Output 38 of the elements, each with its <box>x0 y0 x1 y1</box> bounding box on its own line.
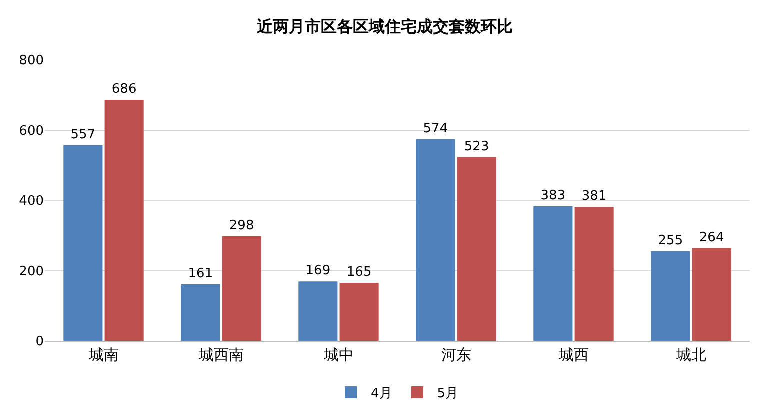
data-label: 686 <box>112 82 137 98</box>
data-label: 381 <box>582 189 607 204</box>
bar <box>222 236 262 341</box>
bar <box>104 100 144 341</box>
x-tick-label: 城北 <box>675 346 706 364</box>
y-tick-label: 200 <box>19 264 44 280</box>
x-tick-label: 河东 <box>441 346 472 364</box>
y-tick-label: 600 <box>19 124 44 139</box>
data-label: 574 <box>423 121 448 136</box>
bar <box>181 284 220 341</box>
data-label: 523 <box>464 139 490 154</box>
bar <box>692 248 732 341</box>
x-tick-label: 城西 <box>558 346 589 364</box>
data-label: 383 <box>540 188 566 204</box>
bar <box>651 251 690 341</box>
y-tick-label: 0 <box>36 334 44 350</box>
bar <box>340 283 379 341</box>
x-tick-label: 城南 <box>88 346 119 364</box>
x-tick-label: 城中 <box>322 346 354 364</box>
data-label: 255 <box>658 233 684 248</box>
bar <box>64 145 103 341</box>
data-label: 161 <box>188 266 214 282</box>
data-label: 165 <box>346 265 372 280</box>
bar <box>416 139 456 341</box>
legend-label: 5月 <box>437 386 459 402</box>
legend-label: 4月 <box>371 386 392 402</box>
data-label: 264 <box>699 230 724 246</box>
bar <box>534 206 573 341</box>
bar <box>457 157 496 341</box>
chart-title: 近两月市区各区域住宅成交套数环比 <box>256 17 513 36</box>
y-tick-label: 400 <box>19 194 44 210</box>
data-label: 169 <box>306 264 331 279</box>
y-tick-label: 800 <box>19 54 44 69</box>
data-label: 298 <box>229 218 254 234</box>
bar <box>574 207 614 341</box>
data-label: 557 <box>70 127 96 142</box>
x-tick-label: 城西南 <box>198 346 244 364</box>
bar <box>298 282 338 341</box>
